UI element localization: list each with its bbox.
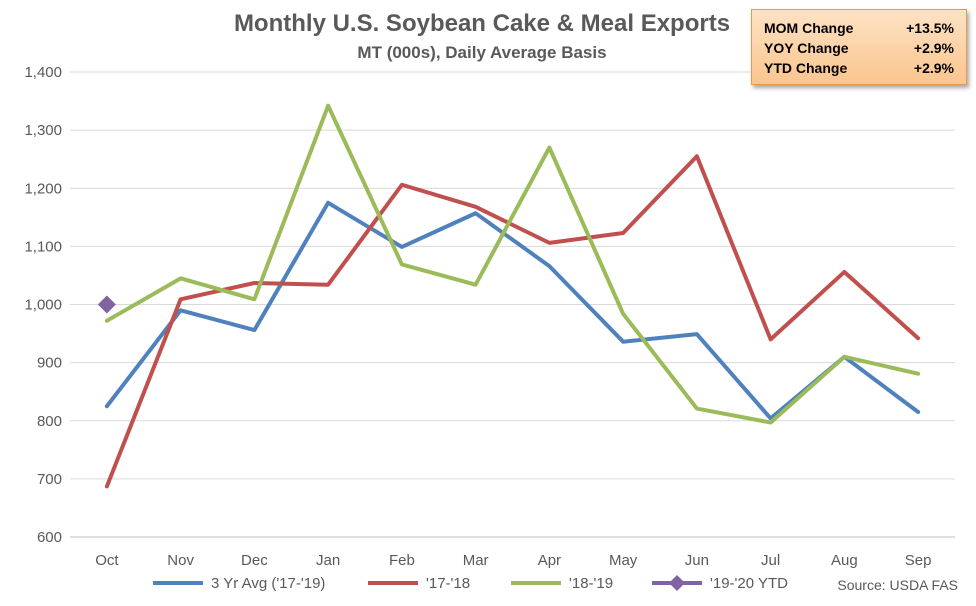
stat-row-ytd: YTD Change +2.9% bbox=[764, 58, 954, 78]
grid bbox=[70, 71, 955, 538]
legend-marker bbox=[669, 575, 685, 591]
stat-label: MOM Change bbox=[764, 20, 854, 36]
stat-value: +13.5% bbox=[906, 20, 954, 36]
x-tick-label: Oct bbox=[95, 552, 119, 569]
stat-value: +2.9% bbox=[913, 40, 954, 56]
x-axis-ticks: Oct Nov Dec Jan Feb Mar Apr May Jun Jul Aug Sep bbox=[95, 552, 931, 569]
x-tick-label: Dec bbox=[241, 552, 268, 569]
x-tick-label: Nov bbox=[167, 552, 194, 569]
series-line-3-yr-avg-17-19 bbox=[104, 200, 921, 421]
x-tick-label: Jan bbox=[316, 552, 340, 569]
x-tick-label: Jun bbox=[685, 552, 709, 569]
stat-row-mom: MOM Change +13.5% bbox=[764, 18, 954, 38]
x-tick-label: Jul bbox=[761, 552, 780, 569]
series-line-17-18 bbox=[104, 154, 921, 489]
x-tick-label: Feb bbox=[389, 552, 415, 569]
y-tick-label: 1,300 bbox=[24, 122, 62, 139]
series-point-19-20-ytd bbox=[97, 295, 116, 314]
y-tick-label: 1,400 bbox=[24, 64, 62, 81]
y-tick-label: 800 bbox=[37, 413, 62, 430]
chart-subtitle: MT (000s), Daily Average Basis bbox=[357, 43, 606, 62]
x-tick-label: Sep bbox=[905, 552, 932, 569]
x-tick-label: Apr bbox=[538, 552, 561, 569]
y-tick-label: 700 bbox=[37, 471, 62, 488]
y-tick-label: 1,200 bbox=[24, 180, 62, 197]
legend-label: '18-'19 bbox=[569, 575, 613, 592]
series-line-18-19 bbox=[104, 103, 921, 425]
stat-label: YOY Change bbox=[764, 40, 849, 56]
legend: 3 Yr Avg ('17-'19) '17-'18 '18-'19 '19-'20 … bbox=[153, 575, 788, 592]
y-tick-label: 900 bbox=[37, 355, 62, 372]
source-note: Source: USDA FAS bbox=[837, 577, 958, 593]
stats-box: MOM Change +13.5% YOY Change +2.9% YTD C… bbox=[751, 9, 967, 85]
series bbox=[97, 103, 921, 489]
legend-label: '19-'20 YTD bbox=[710, 575, 788, 592]
x-tick-label: May bbox=[609, 552, 638, 569]
stat-label: YTD Change bbox=[764, 60, 848, 76]
legend-label: '17-'18 bbox=[426, 575, 470, 592]
stat-value: +2.9% bbox=[913, 60, 954, 76]
y-tick-label: 1,000 bbox=[24, 297, 62, 314]
y-tick-label: 600 bbox=[37, 529, 62, 546]
stat-row-yoy: YOY Change +2.9% bbox=[764, 38, 954, 58]
x-tick-label: Mar bbox=[463, 552, 489, 569]
chart-title: Monthly U.S. Soybean Cake & Meal Exports bbox=[234, 10, 730, 37]
y-tick-label: 1,100 bbox=[24, 238, 62, 255]
x-tick-label: Aug bbox=[831, 552, 858, 569]
y-axis-ticks: 600 700 800 900 1,000 1,100 1,200 1,300 1,400 bbox=[24, 64, 62, 546]
legend-label: 3 Yr Avg ('17-'19) bbox=[211, 575, 325, 592]
